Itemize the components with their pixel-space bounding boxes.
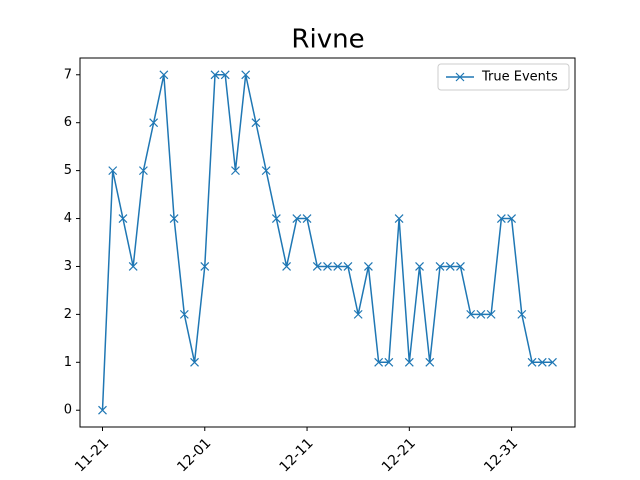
marker bbox=[302, 214, 312, 223]
marker bbox=[466, 309, 476, 319]
marker bbox=[394, 214, 404, 223]
marker bbox=[384, 357, 394, 367]
marker bbox=[292, 214, 302, 223]
marker bbox=[159, 70, 169, 80]
marker bbox=[190, 357, 199, 367]
marker bbox=[404, 357, 414, 367]
marker bbox=[128, 262, 138, 271]
y-tick-label: 1 bbox=[64, 355, 72, 370]
marker bbox=[220, 70, 230, 80]
marker bbox=[476, 309, 486, 319]
marker bbox=[118, 214, 128, 223]
marker bbox=[527, 357, 537, 367]
marker bbox=[548, 357, 557, 367]
marker bbox=[241, 70, 251, 80]
marker bbox=[496, 214, 506, 223]
legend-marker bbox=[455, 72, 465, 82]
marker bbox=[425, 357, 435, 367]
y-tick-label: 6 bbox=[64, 115, 72, 130]
y-tick-label: 7 bbox=[64, 67, 72, 82]
marker bbox=[138, 166, 148, 176]
marker bbox=[271, 214, 281, 223]
marker bbox=[108, 166, 118, 176]
marker bbox=[323, 262, 332, 271]
marker bbox=[343, 262, 353, 271]
marker bbox=[98, 405, 107, 415]
marker bbox=[169, 214, 179, 223]
y-tick-label: 2 bbox=[64, 307, 72, 322]
y-tick-label: 4 bbox=[64, 211, 72, 226]
marker bbox=[415, 262, 424, 271]
marker bbox=[507, 214, 517, 223]
y-tick-label: 0 bbox=[64, 403, 72, 418]
marker bbox=[363, 262, 373, 271]
marker bbox=[179, 309, 189, 319]
axes-frame bbox=[79, 57, 576, 428]
marker bbox=[312, 262, 322, 271]
marker bbox=[149, 118, 159, 128]
marker bbox=[435, 262, 445, 271]
marker bbox=[210, 70, 220, 80]
marker bbox=[353, 309, 363, 319]
marker bbox=[282, 262, 292, 271]
y-tick-label: 5 bbox=[64, 163, 72, 178]
marker bbox=[200, 262, 210, 271]
marker bbox=[333, 262, 343, 271]
chart-title: Rivne bbox=[291, 25, 364, 55]
marker bbox=[261, 166, 271, 176]
marker bbox=[251, 118, 261, 128]
y-tick-label: 3 bbox=[64, 259, 72, 274]
legend-box bbox=[437, 63, 570, 91]
marker bbox=[456, 262, 465, 271]
marker bbox=[445, 262, 455, 271]
marker bbox=[517, 309, 527, 319]
marker bbox=[374, 357, 384, 367]
marker bbox=[231, 166, 240, 176]
marker bbox=[537, 357, 547, 367]
legend-label: True Events bbox=[481, 70, 558, 85]
marker bbox=[486, 309, 496, 319]
